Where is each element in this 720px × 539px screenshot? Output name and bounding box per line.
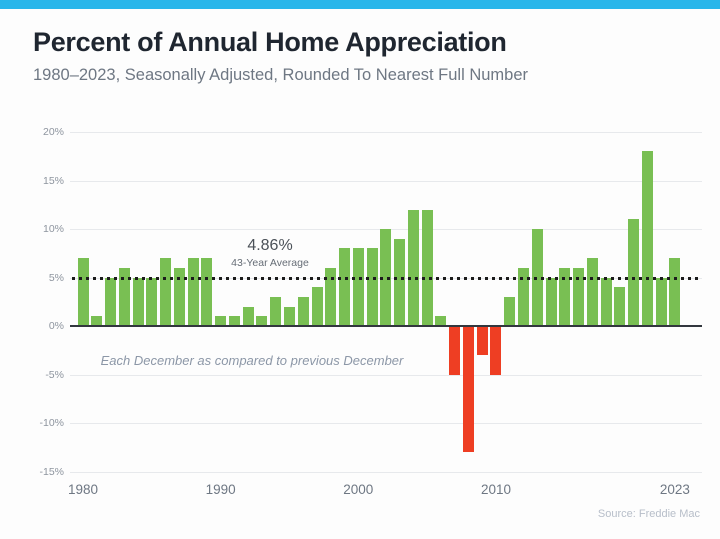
bar-1997 [311,287,323,326]
december-comparison-note: Each December as compared to previous De… [100,353,404,368]
bar-2004 [407,209,419,326]
gridline--15 [70,471,702,473]
bar-2011 [504,296,516,326]
bar-2016 [573,267,585,326]
bar-2012 [518,267,529,326]
x-axis-tick-1980: 1980 [67,482,99,497]
y-axis-tick--10%: -10% [39,417,64,429]
bar-1987 [173,267,185,326]
average-sublabel: 43-Year Average [231,257,309,269]
y-axis-tick-10%: 10% [42,223,64,235]
bar-1980 [77,258,89,326]
bar-1983 [118,267,130,326]
bar-2010 [490,326,502,375]
bar-1981 [91,316,103,326]
x-axis-tick-2023: 2023 [659,482,690,497]
bar-2014 [545,277,557,326]
bar-2007 [449,326,461,375]
gridline-15 [70,180,702,182]
bar-2019 [614,287,626,326]
y-axis-tick--15%: -15% [39,465,64,478]
x-axis-tick-2000: 2000 [343,482,374,497]
bar-2022 [655,277,667,326]
y-axis-tick-15%: 15% [42,174,64,187]
bar-1995 [283,306,295,326]
bar-1996 [297,296,309,326]
x-axis-tick-2010: 2010 [480,482,511,497]
bar-2000 [352,248,364,326]
bar-1985 [146,277,158,326]
brand-accent-bar [0,0,720,9]
bar-1998 [325,267,337,326]
x-axis-tick-1990: 1990 [205,482,236,497]
bar-1990 [215,316,227,326]
bar-2005 [421,209,433,326]
bar-1984 [132,277,144,326]
gridline--5 [70,374,702,376]
bar-2006 [435,316,447,326]
bar-1982 [105,277,117,326]
y-axis-tick-20%: 20% [42,126,64,138]
bar-2021 [641,151,653,326]
bar-1992 [242,306,254,326]
gridline--10 [70,423,702,424]
zero-baseline [70,325,702,327]
page-subtitle: 1980–2023, Seasonally Adjusted, Rounded … [33,66,529,84]
y-axis-tick-5%: 5% [48,271,64,284]
y-axis-tick--5%: -5% [45,368,64,381]
average-value-label: 4.86% [247,237,293,254]
bar-2018 [600,277,612,326]
bar-2020 [628,219,640,326]
page-title: Percent of Annual Home Appreciation [33,27,507,57]
y-axis-tick-0%: 0% [48,320,64,332]
bar-2015 [559,267,571,326]
average-dotted-line [72,277,700,281]
bar-1986 [160,258,172,326]
bar-2017 [586,258,598,326]
bar-2001 [366,248,378,326]
bar-2009 [476,326,488,356]
gridline-20 [70,132,702,133]
bar-1989 [201,258,213,326]
bar-1999 [339,248,351,326]
bar-1991 [228,316,240,326]
bar-2008 [462,326,474,453]
bar-1988 [187,258,199,326]
bar-2023 [669,258,681,326]
source-attribution: Source: Freddie Mac [597,508,700,520]
bar-2003 [394,238,406,326]
average-annotation: 4.86% 43-Year Average [200,237,340,269]
bar-1994 [270,296,282,326]
bar-1993 [256,316,268,326]
